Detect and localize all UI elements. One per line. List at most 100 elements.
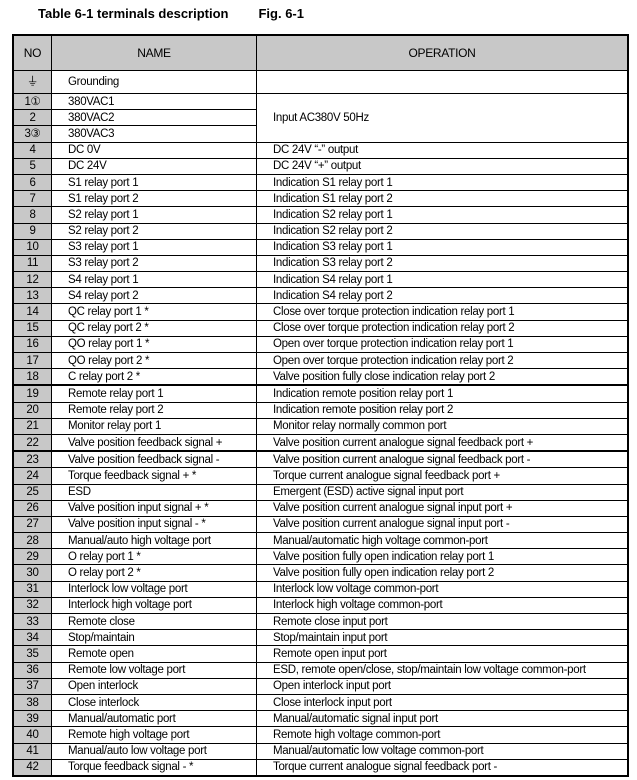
cell-operation: Monitor relay normally common port: [256, 417, 629, 435]
cell-operation: Close over torque protection indication …: [256, 319, 629, 337]
cell-name: 380VAC1: [51, 92, 257, 111]
cell-operation: ESD, remote open/close, stop/maintain lo…: [256, 661, 629, 679]
cell-name: Manual/auto high voltage port: [51, 532, 257, 550]
cell-no: 10: [12, 238, 52, 256]
cell-operation: Indication S3 relay port 1: [256, 238, 629, 256]
cell-name: Monitor relay port 1: [51, 417, 257, 435]
ground-icon: ⏚: [12, 70, 52, 94]
cell-name: Close interlock: [51, 693, 257, 712]
table-row: ⏚ Grounding: [12, 70, 629, 94]
table-row: 33 Remote close Remote close input port: [12, 612, 629, 631]
table-row: 40 Remote high voltage port Remote high vo…: [12, 726, 629, 744]
table-row: 8 S2 relay port 1 Indication S2 relay port…: [12, 206, 629, 224]
table-row: 3③ 380VAC3: [12, 125, 628, 143]
cell-name: Open interlock: [51, 677, 257, 695]
cell-name: QO relay port 2 *: [51, 351, 257, 370]
cell-name: QC relay port 1 *: [51, 303, 257, 321]
cell-operation: Interlock high voltage common-port: [256, 596, 629, 615]
cell-operation: Open interlock input port: [256, 677, 629, 695]
cell-name: Torque feedback signal - *: [51, 758, 257, 777]
table-row: 19 Remote relay port 1 Indication remote p…: [12, 384, 629, 403]
cell-operation: Indication S2 relay port 2: [256, 222, 629, 240]
cell-name: Manual/auto low voltage port: [51, 742, 257, 760]
cell-name: DC 0V: [51, 141, 257, 159]
cell-operation: DC 24V “-” output: [256, 141, 629, 159]
cell-operation: Close over torque protection indication …: [256, 303, 629, 321]
cell-name: Valve position feedback signal +: [51, 433, 257, 453]
cell-operation: DC 24V “+” output: [256, 157, 629, 175]
header-operation: OPERATION: [256, 34, 629, 71]
cell-name: Remote close: [51, 612, 257, 631]
cell-no: 28: [12, 532, 52, 550]
table-row: 30 O relay port 2 * Valve position fully o…: [12, 564, 629, 582]
table-row: 6 S1 relay port 1 Indication S1 relay port…: [12, 173, 629, 192]
terminals-table: NO NAME OPERATION ⏚ Grounding 1① 380VAC1 I…: [12, 34, 629, 777]
cell-no: 18: [12, 368, 52, 387]
table-row: 26 Valve position input signal + * Valve p…: [12, 499, 629, 517]
table-row: 41 Manual/auto low voltage port Manual/aut…: [12, 742, 629, 760]
cell-operation: Close interlock input port: [256, 693, 629, 712]
cell-no: 26: [12, 499, 52, 517]
cell-name: ESD: [51, 483, 257, 501]
cell-name: Manual/automatic port: [51, 710, 257, 728]
table-row: 1① 380VAC1 Input AC380V 50Hz: [12, 92, 629, 143]
cell-operation: Remote open input port: [256, 645, 629, 663]
cell-name: C relay port 2 *: [51, 368, 257, 387]
table-row: 12 S4 relay port 1 Indication S4 relay por…: [12, 271, 629, 289]
table-row: 35 Remote open Remote open input port: [12, 645, 629, 663]
cell-no: 17: [12, 351, 52, 370]
cell-name: S3 relay port 2: [51, 254, 257, 273]
cell-no: 23: [12, 450, 52, 469]
table-row: 16 QO relay port 1 * Open over torque prot…: [12, 335, 629, 354]
table-row: 32 Interlock high voltage port Interlock h…: [12, 596, 629, 615]
cell-name: Valve position feedback signal -: [51, 450, 257, 469]
cell-no: 34: [12, 629, 52, 647]
cell-name: S3 relay port 1: [51, 238, 257, 256]
header-name: NAME: [51, 34, 257, 71]
cell-operation: Remote close input port: [256, 612, 629, 631]
cell-name: QO relay port 1 *: [51, 335, 257, 354]
cell-no: 11: [12, 254, 52, 273]
header-no: NO: [12, 34, 52, 71]
cell-name: DC 24V: [51, 157, 257, 175]
cell-name: QC relay port 2 *: [51, 319, 257, 337]
cell-operation: Stop/maintain input port: [256, 629, 629, 647]
table-caption: Table 6-1 terminals description Fig. 6-1: [38, 6, 304, 21]
cell-name: Remote low voltage port: [51, 661, 257, 679]
table-row: 29 O relay port 1 * Valve position fully o…: [12, 548, 629, 566]
cell-no: 40: [12, 726, 52, 744]
table-row: 5 DC 24V DC 24V “+” output: [12, 157, 629, 175]
cell-name: Remote relay port 2: [51, 401, 257, 419]
cell-operation: Valve position current analogue signal f…: [256, 450, 629, 469]
cell-name: S2 relay port 1: [51, 206, 257, 224]
cell-no: 9: [12, 222, 52, 240]
cell-no: 3③: [12, 125, 52, 143]
cell-name: S4 relay port 2: [51, 287, 257, 305]
cell-no: 12: [12, 271, 52, 289]
cell-no: 29: [12, 548, 52, 566]
table-row: 25 ESD Emergent (ESD) active signal input …: [12, 483, 629, 501]
table-row: 10 S3 relay port 1 Indication S3 relay por…: [12, 238, 629, 256]
cell-name: Torque feedback signal + *: [51, 467, 257, 485]
cell-no: 25: [12, 483, 52, 501]
cell-no: 21: [12, 417, 52, 435]
cell-no: 14: [12, 303, 52, 321]
cell-operation: Valve position fully open indication rel…: [256, 548, 629, 566]
cell-operation: Valve position current analogue signal f…: [256, 433, 629, 453]
cell-no: 20: [12, 401, 52, 419]
cell-no: 16: [12, 335, 52, 354]
cell-name: Remote high voltage port: [51, 726, 257, 744]
cell-no: 31: [12, 580, 52, 598]
table-row: 14 QC relay port 1 * Close over torque pro…: [12, 303, 629, 321]
cell-no: 32: [12, 596, 52, 615]
table-row: 27 Valve position input signal - * Valve p…: [12, 515, 629, 534]
cell-no: 13: [12, 287, 52, 305]
cell-no: 4: [12, 141, 52, 159]
cell-operation: Emergent (ESD) active signal input port: [256, 483, 629, 501]
cell-name: 380VAC2: [51, 109, 257, 127]
table-row: 2 380VAC2: [12, 109, 628, 127]
cell-operation: Indication remote position relay port 2: [256, 401, 629, 419]
cell-operation: Valve position current analogue signal i…: [256, 515, 629, 534]
table-row: 4 DC 0V DC 24V “-” output: [12, 141, 629, 159]
cell-name: 380VAC3: [51, 125, 257, 143]
